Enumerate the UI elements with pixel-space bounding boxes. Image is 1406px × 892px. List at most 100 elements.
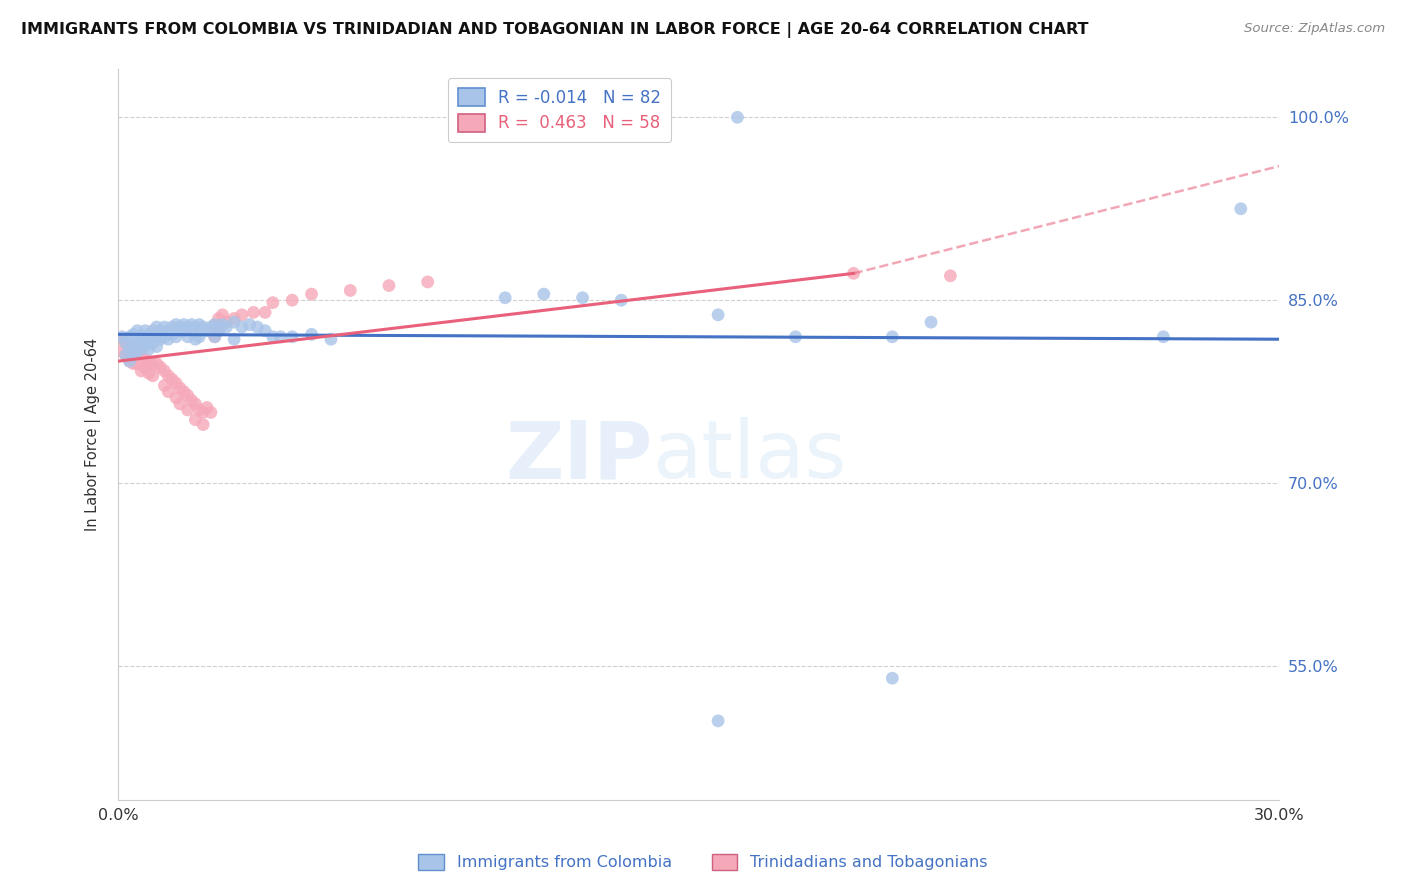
Point	[180, 324, 202, 338]
Point	[138, 342, 160, 356]
Point	[785, 330, 807, 344]
Point	[882, 330, 904, 344]
Point	[111, 330, 134, 344]
Point	[134, 324, 156, 338]
Point	[129, 335, 152, 350]
Point	[134, 351, 156, 366]
Point	[188, 403, 211, 417]
Point	[173, 324, 195, 338]
Point	[188, 318, 211, 332]
Point	[191, 320, 214, 334]
Point	[920, 315, 942, 329]
Point	[882, 671, 904, 685]
Point	[145, 330, 167, 344]
Point	[114, 348, 136, 362]
Point	[129, 348, 152, 362]
Point	[207, 324, 229, 338]
Point	[571, 291, 593, 305]
Point	[122, 327, 145, 342]
Point	[142, 324, 165, 338]
Point	[157, 368, 180, 383]
Point	[145, 339, 167, 353]
Point	[142, 368, 165, 383]
Point	[231, 320, 253, 334]
Point	[207, 320, 229, 334]
Text: IMMIGRANTS FROM COLOMBIA VS TRINIDADIAN AND TOBAGONIAN IN LABOR FORCE | AGE 20-6: IMMIGRANTS FROM COLOMBIA VS TRINIDADIAN …	[21, 22, 1088, 38]
Point	[176, 403, 198, 417]
Point	[254, 324, 277, 338]
Point	[157, 332, 180, 346]
Point	[231, 308, 253, 322]
Point	[122, 348, 145, 362]
Point	[707, 714, 730, 728]
Point	[145, 320, 167, 334]
Point	[165, 330, 187, 344]
Point	[184, 413, 207, 427]
Point	[176, 320, 198, 334]
Point	[169, 397, 191, 411]
Point	[165, 391, 187, 405]
Point	[127, 332, 149, 346]
Point	[281, 293, 304, 308]
Point	[204, 318, 226, 332]
Point	[149, 360, 172, 375]
Point	[138, 354, 160, 368]
Point	[195, 401, 218, 415]
Point	[138, 327, 160, 342]
Point	[211, 318, 233, 332]
Point	[254, 305, 277, 319]
Point	[262, 295, 284, 310]
Point	[842, 266, 865, 280]
Point	[160, 320, 183, 334]
Point	[153, 378, 176, 392]
Point	[160, 327, 183, 342]
Point	[153, 330, 176, 344]
Point	[127, 344, 149, 359]
Point	[129, 330, 152, 344]
Point	[138, 332, 160, 346]
Point	[122, 342, 145, 356]
Point	[725, 110, 748, 124]
Point	[200, 405, 222, 419]
Point	[180, 393, 202, 408]
Point	[204, 318, 226, 332]
Point	[215, 315, 238, 329]
Text: atlas: atlas	[652, 417, 846, 495]
Point	[157, 324, 180, 338]
Point	[207, 324, 229, 338]
Point	[224, 311, 246, 326]
Point	[211, 308, 233, 322]
Point	[246, 320, 269, 334]
Point	[204, 330, 226, 344]
Point	[1229, 202, 1251, 216]
Point	[118, 342, 141, 356]
Point	[215, 320, 238, 334]
Y-axis label: In Labor Force | Age 20-64: In Labor Force | Age 20-64	[86, 338, 101, 531]
Point	[207, 311, 229, 326]
Point	[127, 324, 149, 338]
Point	[118, 354, 141, 368]
Point	[122, 357, 145, 371]
Point	[239, 318, 262, 332]
Point	[142, 357, 165, 371]
Point	[378, 278, 401, 293]
Point	[153, 320, 176, 334]
Point	[339, 284, 361, 298]
Point	[157, 384, 180, 399]
Legend: Immigrants from Colombia, Trinidadians and Tobagonians: Immigrants from Colombia, Trinidadians a…	[412, 848, 994, 877]
Point	[122, 339, 145, 353]
Point	[149, 332, 172, 346]
Point	[118, 354, 141, 368]
Point	[533, 287, 555, 301]
Point	[149, 324, 172, 338]
Point	[134, 339, 156, 353]
Point	[707, 308, 730, 322]
Point	[301, 327, 323, 342]
Point	[138, 367, 160, 381]
Point	[111, 344, 134, 359]
Point	[173, 318, 195, 332]
Legend: R = -0.014   N = 82, R =  0.463   N = 58: R = -0.014 N = 82, R = 0.463 N = 58	[449, 78, 671, 143]
Point	[129, 364, 152, 378]
Point	[160, 372, 183, 386]
Text: ZIP: ZIP	[505, 417, 652, 495]
